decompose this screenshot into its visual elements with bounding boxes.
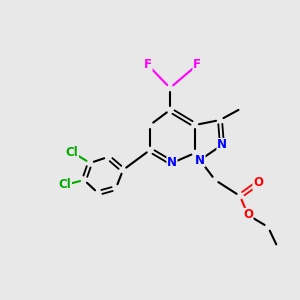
- Text: O: O: [243, 208, 253, 221]
- Text: Cl: Cl: [66, 146, 78, 158]
- Text: F: F: [193, 58, 201, 71]
- Text: Cl: Cl: [58, 178, 71, 191]
- Text: F: F: [144, 58, 152, 71]
- Text: N: N: [167, 157, 177, 169]
- Text: N: N: [195, 154, 205, 166]
- Text: O: O: [253, 176, 263, 190]
- Text: N: N: [217, 139, 227, 152]
